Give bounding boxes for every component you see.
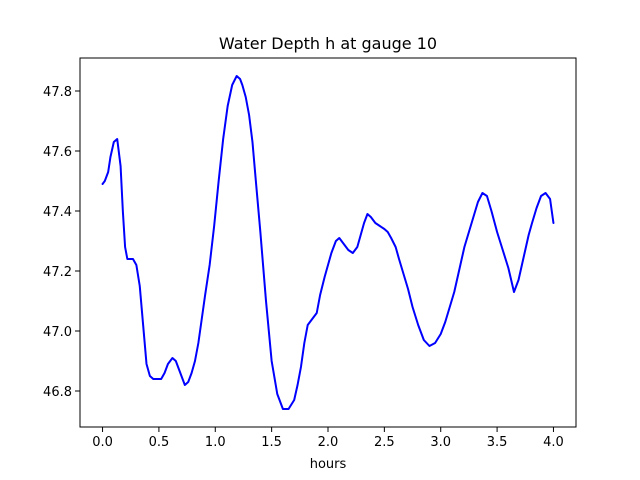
plot-area bbox=[101, 75, 555, 410]
x-tick-label: 1.5 bbox=[261, 435, 282, 450]
x-tick-label: 2.0 bbox=[318, 435, 339, 450]
x-tick-label: 0.0 bbox=[92, 435, 113, 450]
y-tick-label: 47.8 bbox=[43, 85, 72, 100]
y-tick-label: 47.2 bbox=[43, 265, 72, 280]
x-tick-label: 4.0 bbox=[543, 435, 564, 450]
x-tick-label: 1.0 bbox=[205, 435, 226, 450]
y-tick-label: 47.6 bbox=[43, 145, 72, 160]
x-tick-label: 0.5 bbox=[149, 435, 170, 450]
x-tick-label: 3.0 bbox=[430, 435, 451, 450]
y-tick-label: 46.8 bbox=[43, 385, 72, 400]
chart-title: Water Depth h at gauge 10 bbox=[219, 34, 437, 53]
x-tick-label: 3.5 bbox=[487, 435, 508, 450]
x-axis-label: hours bbox=[310, 457, 347, 472]
x-axis: 0.0 0.5 1.0 1.5 2.0 2.5 3.0 3.5 4.0 bbox=[92, 427, 564, 450]
y-tick-label: 47.4 bbox=[43, 205, 72, 220]
series-line bbox=[101, 75, 555, 410]
y-tick-label: 47.0 bbox=[43, 325, 72, 340]
y-axis: 46.8 47.0 47.2 47.4 47.6 47.8 bbox=[43, 85, 80, 400]
x-tick-label: 2.5 bbox=[374, 435, 395, 450]
